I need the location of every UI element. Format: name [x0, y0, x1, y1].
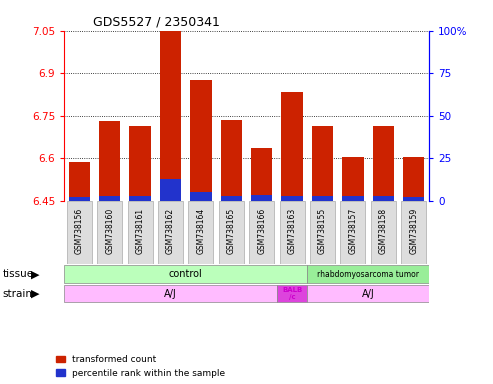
Bar	[312, 126, 333, 201]
FancyBboxPatch shape	[64, 265, 307, 283]
Text: GSM738158: GSM738158	[379, 208, 388, 255]
Text: GSM738163: GSM738163	[287, 208, 297, 255]
Bar	[221, 195, 242, 201]
Text: GSM738155: GSM738155	[318, 208, 327, 255]
Text: tissue: tissue	[2, 269, 34, 279]
FancyBboxPatch shape	[280, 201, 305, 265]
Bar	[251, 148, 272, 201]
Bar	[160, 31, 181, 201]
FancyBboxPatch shape	[97, 201, 122, 265]
Text: rhabdomyosarcoma tumor: rhabdomyosarcoma tumor	[317, 270, 419, 279]
FancyBboxPatch shape	[401, 201, 426, 265]
FancyBboxPatch shape	[310, 201, 335, 265]
Text: GSM738160: GSM738160	[105, 208, 114, 255]
Text: GSM738162: GSM738162	[166, 208, 175, 255]
FancyBboxPatch shape	[371, 201, 396, 265]
Text: GDS5527 / 2350341: GDS5527 / 2350341	[93, 15, 220, 28]
Bar	[342, 195, 363, 201]
Text: strain: strain	[2, 289, 33, 299]
Legend: transformed count, percentile rank within the sample: transformed count, percentile rank withi…	[54, 353, 227, 379]
Bar	[342, 157, 363, 201]
Text: A/J: A/J	[164, 289, 177, 299]
Bar	[373, 195, 394, 201]
Bar	[69, 197, 90, 201]
Bar	[251, 195, 272, 201]
Text: ▶: ▶	[31, 289, 39, 299]
FancyBboxPatch shape	[277, 285, 307, 302]
Bar	[130, 126, 151, 201]
Text: ▶: ▶	[31, 269, 39, 279]
Bar	[190, 80, 211, 201]
Text: A/J: A/J	[362, 289, 375, 299]
Bar	[282, 195, 303, 201]
FancyBboxPatch shape	[249, 201, 274, 265]
FancyBboxPatch shape	[307, 265, 429, 283]
Text: GSM738166: GSM738166	[257, 208, 266, 255]
Text: GSM738156: GSM738156	[75, 208, 84, 255]
FancyBboxPatch shape	[341, 201, 365, 265]
Text: GSM738157: GSM738157	[349, 208, 357, 255]
Bar	[403, 197, 424, 201]
FancyBboxPatch shape	[128, 201, 152, 265]
FancyBboxPatch shape	[307, 285, 429, 302]
Bar	[312, 195, 333, 201]
Text: GSM738159: GSM738159	[409, 208, 418, 255]
FancyBboxPatch shape	[219, 201, 244, 265]
Text: GSM738164: GSM738164	[196, 208, 206, 255]
Text: BALB
/c: BALB /c	[282, 287, 302, 300]
FancyBboxPatch shape	[158, 201, 183, 265]
Bar	[130, 195, 151, 201]
Bar	[221, 120, 242, 201]
FancyBboxPatch shape	[188, 201, 213, 265]
Text: control: control	[169, 269, 203, 279]
Bar	[373, 126, 394, 201]
Bar	[99, 195, 120, 201]
FancyBboxPatch shape	[64, 285, 277, 302]
Bar	[190, 192, 211, 201]
Bar	[99, 121, 120, 201]
FancyBboxPatch shape	[67, 201, 92, 265]
Bar	[160, 179, 181, 201]
Text: GSM738161: GSM738161	[136, 208, 144, 255]
Bar	[282, 92, 303, 201]
Bar	[403, 157, 424, 201]
Text: GSM738165: GSM738165	[227, 208, 236, 255]
Bar	[69, 162, 90, 201]
